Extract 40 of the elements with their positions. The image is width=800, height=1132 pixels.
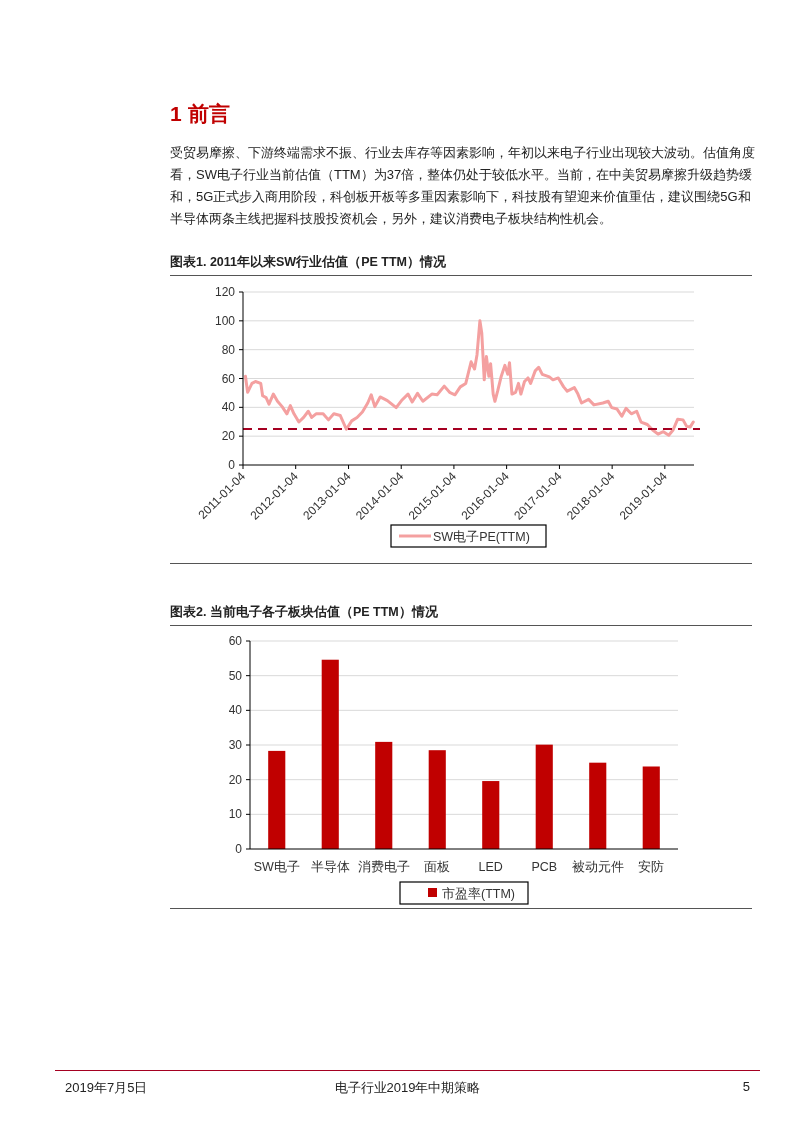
x-tick-label: 半导体 (310, 860, 350, 874)
chart-title: 图表2. 当前电子各子板块估值（PE TTM）情况 (170, 604, 438, 621)
text: 电子行业2019年中期策略 (334, 1080, 481, 1095)
y-tick-label: 40 (221, 400, 236, 415)
x-tick-label: SW电子 (253, 860, 300, 874)
y-tick-label: 50 (228, 668, 243, 683)
y-tick-label: 80 (221, 342, 236, 357)
bar (428, 750, 446, 849)
x-tick-label: PCB (531, 860, 558, 874)
bar (375, 741, 393, 849)
y-tick-label: 30 (228, 738, 243, 752)
text: 2019年7月5日 (65, 1080, 148, 1095)
x-tick-label: 安防 (638, 859, 665, 874)
bar (589, 762, 607, 849)
x-tick-label: LED (478, 860, 503, 874)
x-tick-label: 消费电子 (357, 860, 410, 874)
y-tick-label: 60 (228, 634, 243, 648)
y-tick-label: 60 (221, 371, 236, 386)
text: 5 (742, 1079, 750, 1094)
line-series (243, 319, 695, 437)
text: 受贸易摩擦、下游终端需求不振、行业去库存等因素影响，年初以来电子行业出现较大波动。估值角度看，SW电子行业当前估值（TTM）为37倍，整体仍处于较低水平。当前，在中美贸易摩擦升级趋势缓和，5G正式步入商用阶段，科创板开板等多重因素影响下，科技股有望迎来价值重估，建议围绕5G和半导体两条主线把握科技股投资机会，另外，建议消费电子板块结构性机会。 (170, 144, 755, 228)
x-tick-label: 面板 (424, 860, 451, 874)
y-tick-label: 10 (228, 807, 243, 822)
legend-label: SW电子PE(TTM) (433, 529, 530, 544)
legend-label: 市盈率(TTM) (442, 885, 516, 901)
y-tick-label: 20 (221, 429, 236, 444)
text: 1 前言 (170, 101, 230, 127)
bar (321, 659, 339, 849)
x-tick-label: 被动元件 (571, 860, 624, 874)
y-tick-label: 100 (214, 313, 236, 328)
y-tick-label: 0 (228, 458, 236, 472)
chart-title: 图表1. 2011年以来SW行业估值（PE TTM）情况 (170, 254, 446, 271)
y-tick-label: 20 (228, 772, 243, 787)
y-tick-label: 120 (214, 285, 236, 299)
bar (535, 744, 553, 849)
bar (642, 766, 660, 849)
y-tick-label: 0 (235, 842, 243, 856)
y-tick-label: 40 (228, 703, 243, 718)
bar (482, 781, 500, 849)
bar (268, 750, 286, 849)
